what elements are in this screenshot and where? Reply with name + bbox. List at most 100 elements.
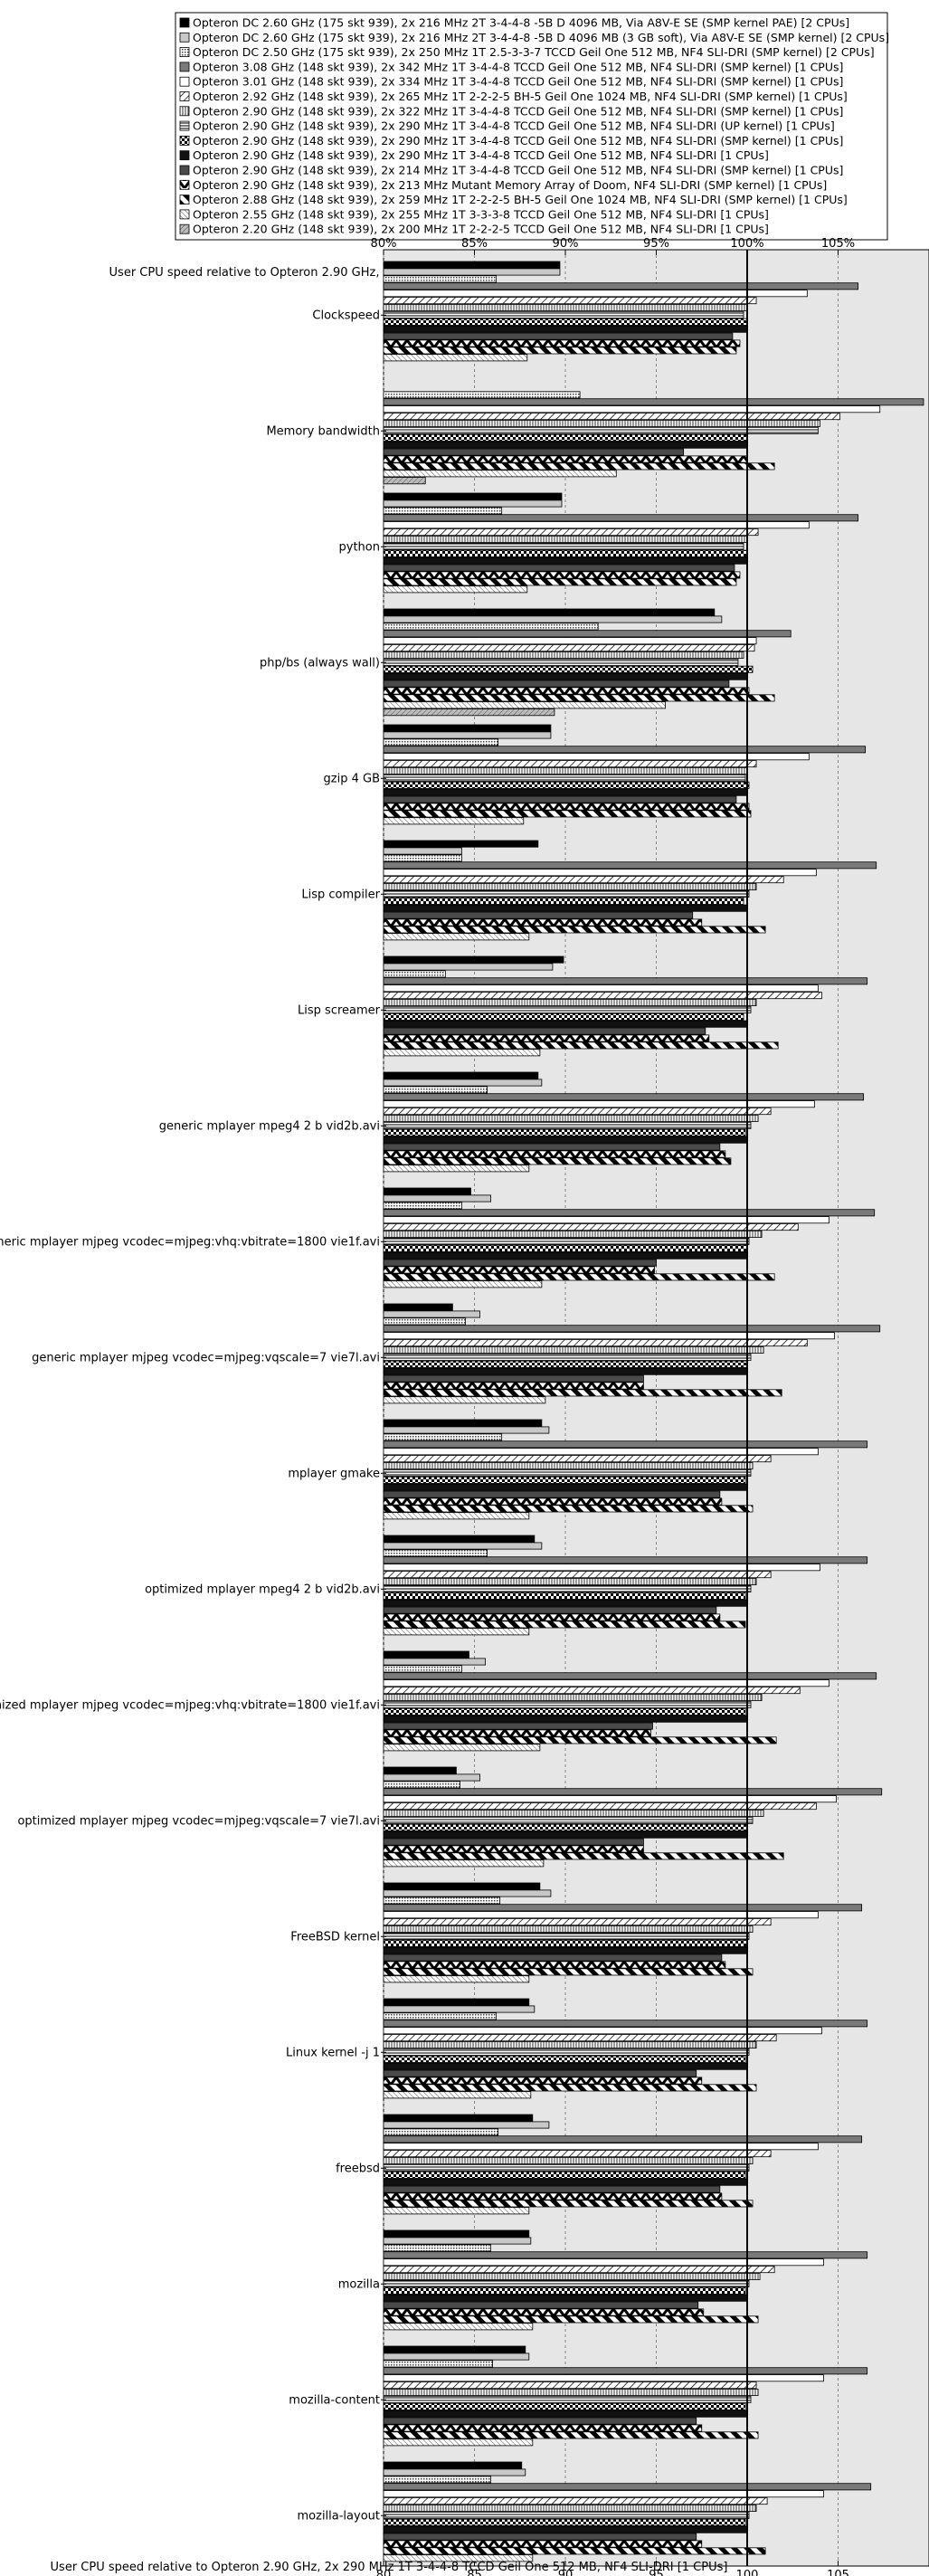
- bar: [383, 630, 792, 638]
- bar: [383, 2272, 761, 2280]
- bar: [383, 2114, 534, 2122]
- bar: [383, 738, 499, 746]
- bar: [383, 564, 735, 572]
- bar: [383, 2533, 697, 2541]
- bar: [383, 470, 617, 478]
- bar: [383, 2315, 759, 2324]
- bar: [383, 1859, 545, 1868]
- bar: [383, 1419, 543, 1427]
- bar: [383, 1672, 877, 1680]
- bar: [383, 1216, 829, 1224]
- bar: [383, 2554, 534, 2562]
- bar: [383, 1353, 752, 1361]
- bar: [383, 1455, 772, 1463]
- bar: [383, 1433, 503, 1441]
- legend-entry: Opteron 2.90 GHz (148 skt 939), 2x 214 M…: [193, 164, 843, 177]
- legend-entry: Opteron 2.90 GHz (148 skt 939), 2x 213 M…: [193, 178, 827, 192]
- legend-entry: Opteron 3.01 GHz (148 skt 939), 2x 334 M…: [193, 75, 843, 89]
- bar: [383, 1687, 801, 1695]
- category-label: generic mplayer mjpeg vcodec=mjpeg:vhq:v…: [0, 1235, 380, 1249]
- bottom-tick-label: 90: [558, 2569, 574, 2576]
- bar: [383, 1128, 746, 1136]
- bar: [383, 1665, 462, 1673]
- bar: [383, 297, 757, 305]
- bar: [383, 1911, 819, 1919]
- bar: [383, 2251, 868, 2259]
- bar: [383, 1658, 486, 1666]
- top-tick-label: 95%: [643, 237, 669, 251]
- bar: [383, 2069, 697, 2077]
- bar: [383, 2156, 754, 2164]
- bar: [383, 2308, 705, 2316]
- bar: [383, 1440, 868, 1449]
- bar: [383, 1231, 763, 1239]
- bar: [383, 1715, 748, 1723]
- bar: [383, 2345, 526, 2353]
- bar: [383, 1115, 759, 1123]
- bar: [383, 303, 748, 311]
- bar: [383, 1367, 748, 1375]
- bar: [383, 1744, 541, 1752]
- bar: [383, 448, 685, 456]
- bar: [383, 1556, 868, 1564]
- bar: [383, 918, 703, 927]
- bar: [383, 1889, 552, 1897]
- bar: [383, 1332, 835, 1340]
- category-label: optimized mplayer mjpeg vcodec=mjpeg:vhq…: [0, 1698, 380, 1712]
- bar: [383, 781, 750, 789]
- bar: [383, 2497, 768, 2505]
- bar: [383, 1396, 546, 1404]
- bar: [383, 2367, 868, 2375]
- legend-entry: Opteron 2.92 GHz (148 skt 939), 2x 265 M…: [193, 90, 848, 103]
- bar: [383, 1086, 488, 1094]
- bar: [383, 492, 563, 500]
- category-label: FreeBSD kernel: [290, 1930, 380, 1944]
- bar: [383, 1505, 754, 1513]
- bar: [383, 391, 581, 399]
- bar: [383, 977, 868, 985]
- bar: [383, 658, 739, 666]
- bar: [383, 992, 822, 1000]
- bar: [383, 507, 503, 515]
- legend-box: [175, 12, 888, 241]
- bar: [383, 665, 754, 673]
- bar: [383, 2128, 499, 2136]
- legend-swatch: [179, 47, 190, 57]
- bar: [383, 290, 808, 298]
- legend-swatch: [179, 165, 190, 176]
- category-label: Lisp screamer: [298, 1003, 381, 1017]
- bar: [383, 1773, 480, 1782]
- bar: [383, 2417, 697, 2425]
- bar: [383, 1628, 530, 1636]
- bar: [383, 2020, 868, 2028]
- bar: [383, 1939, 748, 1947]
- bar: [383, 268, 561, 276]
- bar: [383, 1694, 763, 1702]
- bar: [383, 623, 599, 631]
- bar: [383, 1998, 530, 2006]
- bar: [383, 2005, 536, 2013]
- bar: [383, 869, 817, 877]
- bottom-tick-label: 105: [827, 2569, 849, 2576]
- top-tick-label: 85%: [461, 237, 488, 251]
- category-label: python: [339, 540, 380, 554]
- bar: [383, 413, 840, 421]
- bar: [383, 1766, 457, 1774]
- bar: [383, 2388, 759, 2396]
- bar: [383, 261, 561, 269]
- bar: [383, 608, 716, 616]
- legend-entry: Opteron DC 2.60 GHz (175 skt 939), 2x 21…: [193, 16, 849, 30]
- bar: [383, 2490, 824, 2498]
- bar: [383, 2178, 748, 2186]
- bar: [383, 1830, 748, 1839]
- bar: [383, 2207, 530, 2215]
- category-label: Clockspeed: [312, 309, 380, 322]
- bar: [383, 2438, 534, 2447]
- bar: [383, 1802, 817, 1811]
- legend-entry: Opteron 2.90 GHz (148 skt 939), 2x 290 M…: [193, 134, 843, 147]
- bar: [383, 2518, 746, 2526]
- bar: [383, 1542, 543, 1550]
- bar: [383, 514, 859, 522]
- bar: [383, 861, 877, 870]
- bar: [383, 911, 694, 919]
